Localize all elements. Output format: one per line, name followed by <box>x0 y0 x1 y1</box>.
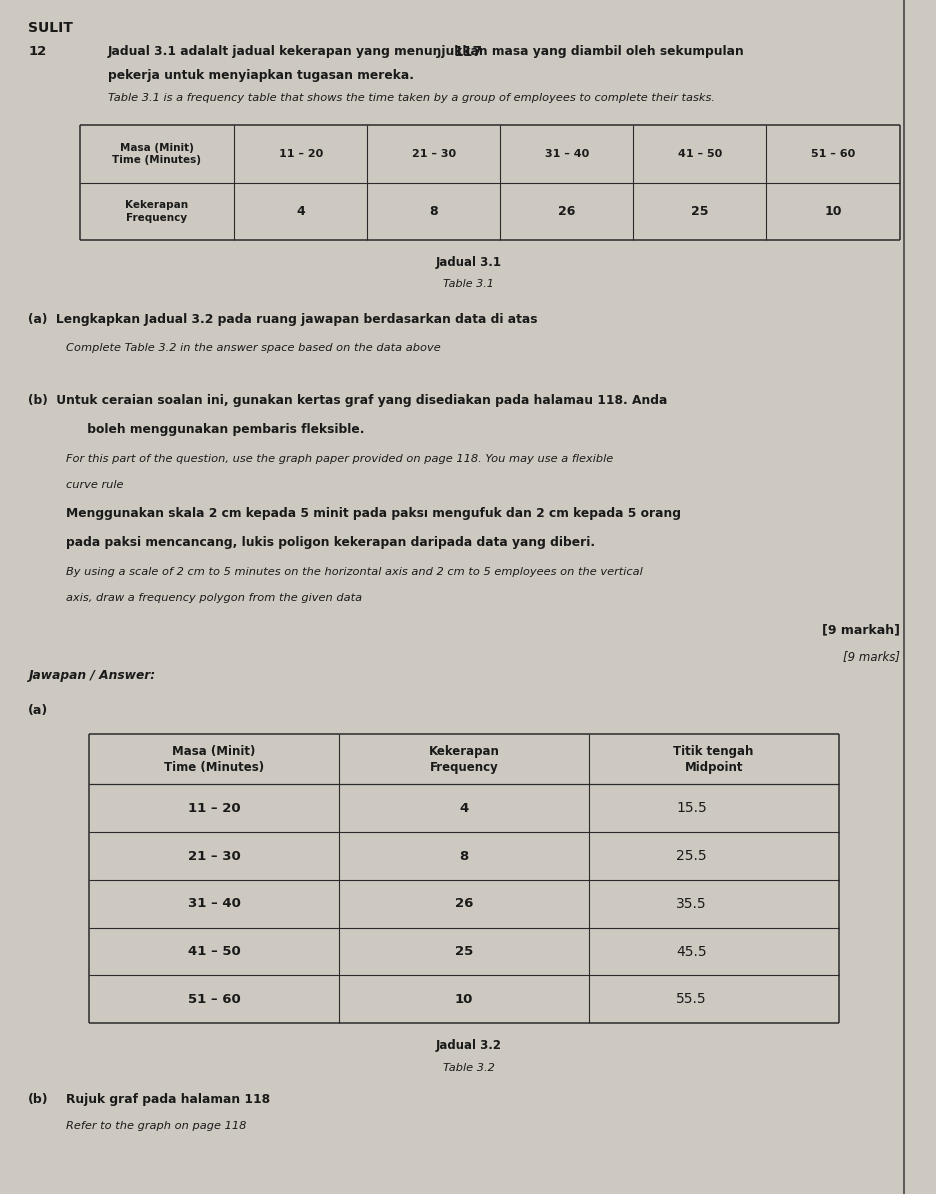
Text: Titik tengah
Midpoint: Titik tengah Midpoint <box>673 745 753 774</box>
Text: 11 – 20: 11 – 20 <box>187 802 240 814</box>
Text: Jadual 3.1: Jadual 3.1 <box>435 256 501 269</box>
Text: 21 – 30: 21 – 30 <box>187 850 240 862</box>
Text: 12: 12 <box>28 45 46 59</box>
Text: Refer to the graph on page 118: Refer to the graph on page 118 <box>66 1121 246 1131</box>
Text: 51 – 60: 51 – 60 <box>187 993 240 1005</box>
Text: 31 – 40: 31 – 40 <box>544 149 589 159</box>
Text: 26: 26 <box>558 205 575 217</box>
Text: 117: 117 <box>453 45 483 60</box>
Text: Complete Table 3.2 in the answer space based on the data above: Complete Table 3.2 in the answer space b… <box>66 343 440 352</box>
Text: Kekerapan
Frequency: Kekerapan Frequency <box>428 745 499 774</box>
Text: pekerja untuk menyiapkan tugasan mereka.: pekerja untuk menyiapkan tugasan mereka. <box>108 69 414 82</box>
Text: Table 3.1: Table 3.1 <box>443 279 493 289</box>
Text: Rujuk graf pada halaman 118: Rujuk graf pada halaman 118 <box>66 1093 270 1106</box>
Text: curve rule: curve rule <box>66 480 123 490</box>
Text: 51 – 60: 51 – 60 <box>810 149 855 159</box>
Text: 8: 8 <box>429 205 438 217</box>
Text: 25: 25 <box>454 946 473 958</box>
Text: 41 – 50: 41 – 50 <box>187 946 240 958</box>
Text: 35.5: 35.5 <box>676 897 706 911</box>
Text: (a)  Lengkapkan Jadual 3.2 pada ruang jawapan berdasarkan data di atas: (a) Lengkapkan Jadual 3.2 pada ruang jaw… <box>28 313 537 326</box>
Text: (a): (a) <box>28 704 49 718</box>
Text: 25: 25 <box>691 205 708 217</box>
Text: 15.5: 15.5 <box>676 801 706 816</box>
Text: 10: 10 <box>454 993 473 1005</box>
Text: 45.5: 45.5 <box>676 944 706 959</box>
Text: 55.5: 55.5 <box>676 992 706 1007</box>
Text: [9 markah]: [9 markah] <box>821 623 899 636</box>
Text: Menggunakan skala 2 cm kepada 5 minit pada paksı mengufuk dan 2 cm kepada 5 oran: Menggunakan skala 2 cm kepada 5 minit pa… <box>66 507 680 521</box>
Text: Jawapan / Answer:: Jawapan / Answer: <box>28 669 155 682</box>
Text: 10: 10 <box>824 205 841 217</box>
Text: 11 – 20: 11 – 20 <box>278 149 323 159</box>
Text: 25.5: 25.5 <box>676 849 706 863</box>
Text: Table 3.2: Table 3.2 <box>442 1063 494 1072</box>
Text: Kekerapan
Frequency: Kekerapan Frequency <box>125 201 188 222</box>
Text: 4: 4 <box>296 205 305 217</box>
Text: (b): (b) <box>28 1093 49 1106</box>
Text: (b)  Untuk ceraian soalan ini, gunakan kertas graf yang disediakan pada halamau : (b) Untuk ceraian soalan ini, gunakan ke… <box>28 394 666 407</box>
Text: Jadual 3.1 adalalt jadual kekerapan yang menuŋjukkan masa yang diambil oleh seku: Jadual 3.1 adalalt jadual kekerapan yang… <box>108 45 744 59</box>
Text: Jadual 3.2: Jadual 3.2 <box>435 1039 501 1052</box>
Text: 4: 4 <box>459 802 468 814</box>
Text: boleh menggunakan pembaris fleksible.: boleh menggunakan pembaris fleksible. <box>66 423 364 436</box>
Text: axis, draw a frequency polygon from the given data: axis, draw a frequency polygon from the … <box>66 593 361 603</box>
Text: For this part of the question, use the graph paper provided on page 118. You may: For this part of the question, use the g… <box>66 454 612 463</box>
Text: [9 marks]: [9 marks] <box>841 650 899 663</box>
Text: pada paksi mencancang, lukis poligon kekerapan daripada data yang diberi.: pada paksi mencancang, lukis poligon kek… <box>66 536 594 549</box>
Text: 26: 26 <box>454 898 473 910</box>
Text: 31 – 40: 31 – 40 <box>187 898 241 910</box>
Text: SULIT: SULIT <box>28 21 73 36</box>
Text: Masa (Minit)
Time (Minutes): Masa (Minit) Time (Minutes) <box>112 143 201 165</box>
Text: 41 – 50: 41 – 50 <box>677 149 722 159</box>
Text: Masa (Minit)
Time (Minutes): Masa (Minit) Time (Minutes) <box>164 745 264 774</box>
Text: Table 3.1 is a frequency table that shows the time taken by a group of employees: Table 3.1 is a frequency table that show… <box>108 93 714 103</box>
Text: By using a scale of 2 cm to 5 minutes on the horizontal axis and 2 cm to 5 emplo: By using a scale of 2 cm to 5 minutes on… <box>66 567 642 577</box>
Text: 21 – 30: 21 – 30 <box>411 149 456 159</box>
Text: 8: 8 <box>459 850 468 862</box>
